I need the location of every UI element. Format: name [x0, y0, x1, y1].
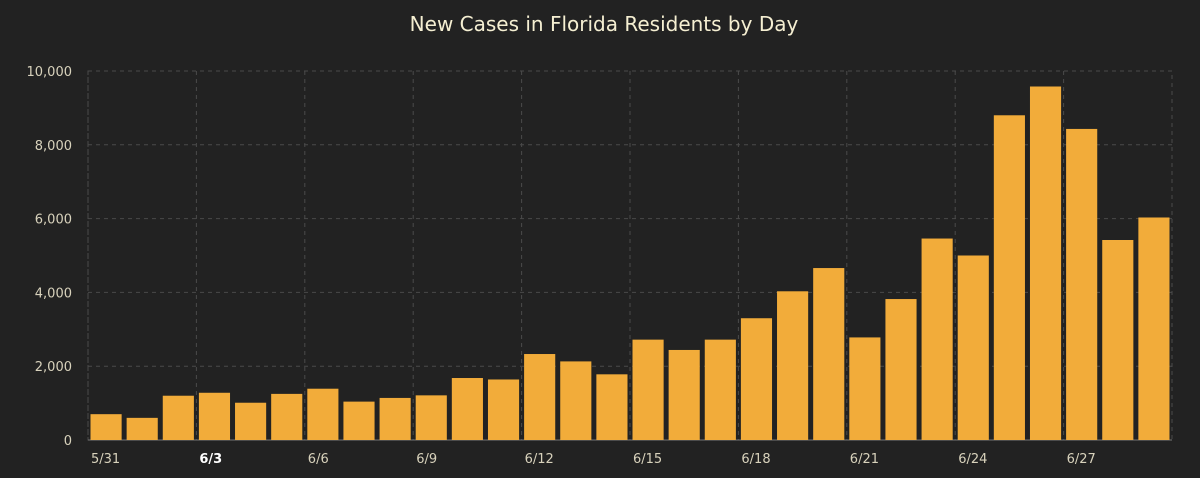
bar-6-9 [415, 395, 447, 440]
bar-6-28 [1102, 240, 1134, 440]
bar-6-1 [126, 417, 158, 440]
bar-6-3 [198, 392, 231, 440]
bar-6-10 [451, 378, 483, 440]
y-tick-label: 10,000 [27, 65, 73, 80]
y-tick-label: 6,000 [35, 213, 72, 228]
y-tick-label: 8,000 [35, 139, 72, 154]
bar-6-16 [668, 349, 700, 440]
gridlines [87, 70, 1173, 441]
x-tick-label: 6/18 [741, 452, 770, 467]
bar-6-13 [560, 361, 592, 440]
bar-6-14 [596, 374, 628, 440]
bar-6-21 [849, 337, 881, 440]
bar-6-26 [1029, 86, 1062, 440]
bar-6-20 [813, 268, 845, 440]
bar-6-17 [704, 339, 736, 440]
x-tick-label: 6/3 [199, 452, 222, 467]
bar-6-12 [524, 354, 556, 440]
bar-6-4 [235, 402, 267, 440]
bar-6-29 [1138, 217, 1170, 440]
bars [90, 86, 1170, 441]
y-tick-label: 4,000 [35, 286, 72, 301]
bar-6-23 [921, 238, 953, 440]
x-tick-label: 6/27 [1067, 452, 1096, 467]
bar-6-25 [993, 115, 1025, 440]
bar-6-7 [343, 401, 375, 440]
bar-6-24 [957, 255, 989, 440]
x-tick-label: 5/31 [91, 452, 120, 467]
bar-6-19 [777, 291, 809, 440]
bar-6-27 [1066, 128, 1098, 440]
x-tick-label: 6/21 [850, 452, 879, 467]
bar-6-8 [379, 397, 411, 440]
y-tick-label: 0 [64, 434, 72, 449]
chart-title: New Cases in Florida Residents by Day [410, 12, 799, 36]
y-axis-ticks: 0 2,000 4,000 6,000 8,000 10,000 [27, 65, 73, 449]
bar-6-5 [271, 393, 303, 441]
y-tick-label: 2,000 [35, 360, 72, 375]
x-tick-label: 6/9 [416, 452, 437, 467]
bar-6-2 [162, 395, 194, 440]
bar-6-15 [632, 339, 664, 440]
bar-6-11 [487, 379, 520, 440]
bar-6-18 [740, 318, 773, 440]
bar-5-31 [90, 414, 122, 440]
x-axis-ticks: 5/31 6/3 6/6 6/9 6/12 6/15 6/18 6/21 6/24 6/27 [91, 452, 1096, 467]
x-tick-label: 6/6 [308, 452, 329, 467]
x-tick-label: 6/12 [525, 452, 554, 467]
bar-6-22 [885, 299, 917, 440]
x-tick-label: 6/15 [633, 452, 662, 467]
bar-6-6 [307, 388, 339, 440]
x-tick-label: 6/24 [958, 452, 987, 467]
